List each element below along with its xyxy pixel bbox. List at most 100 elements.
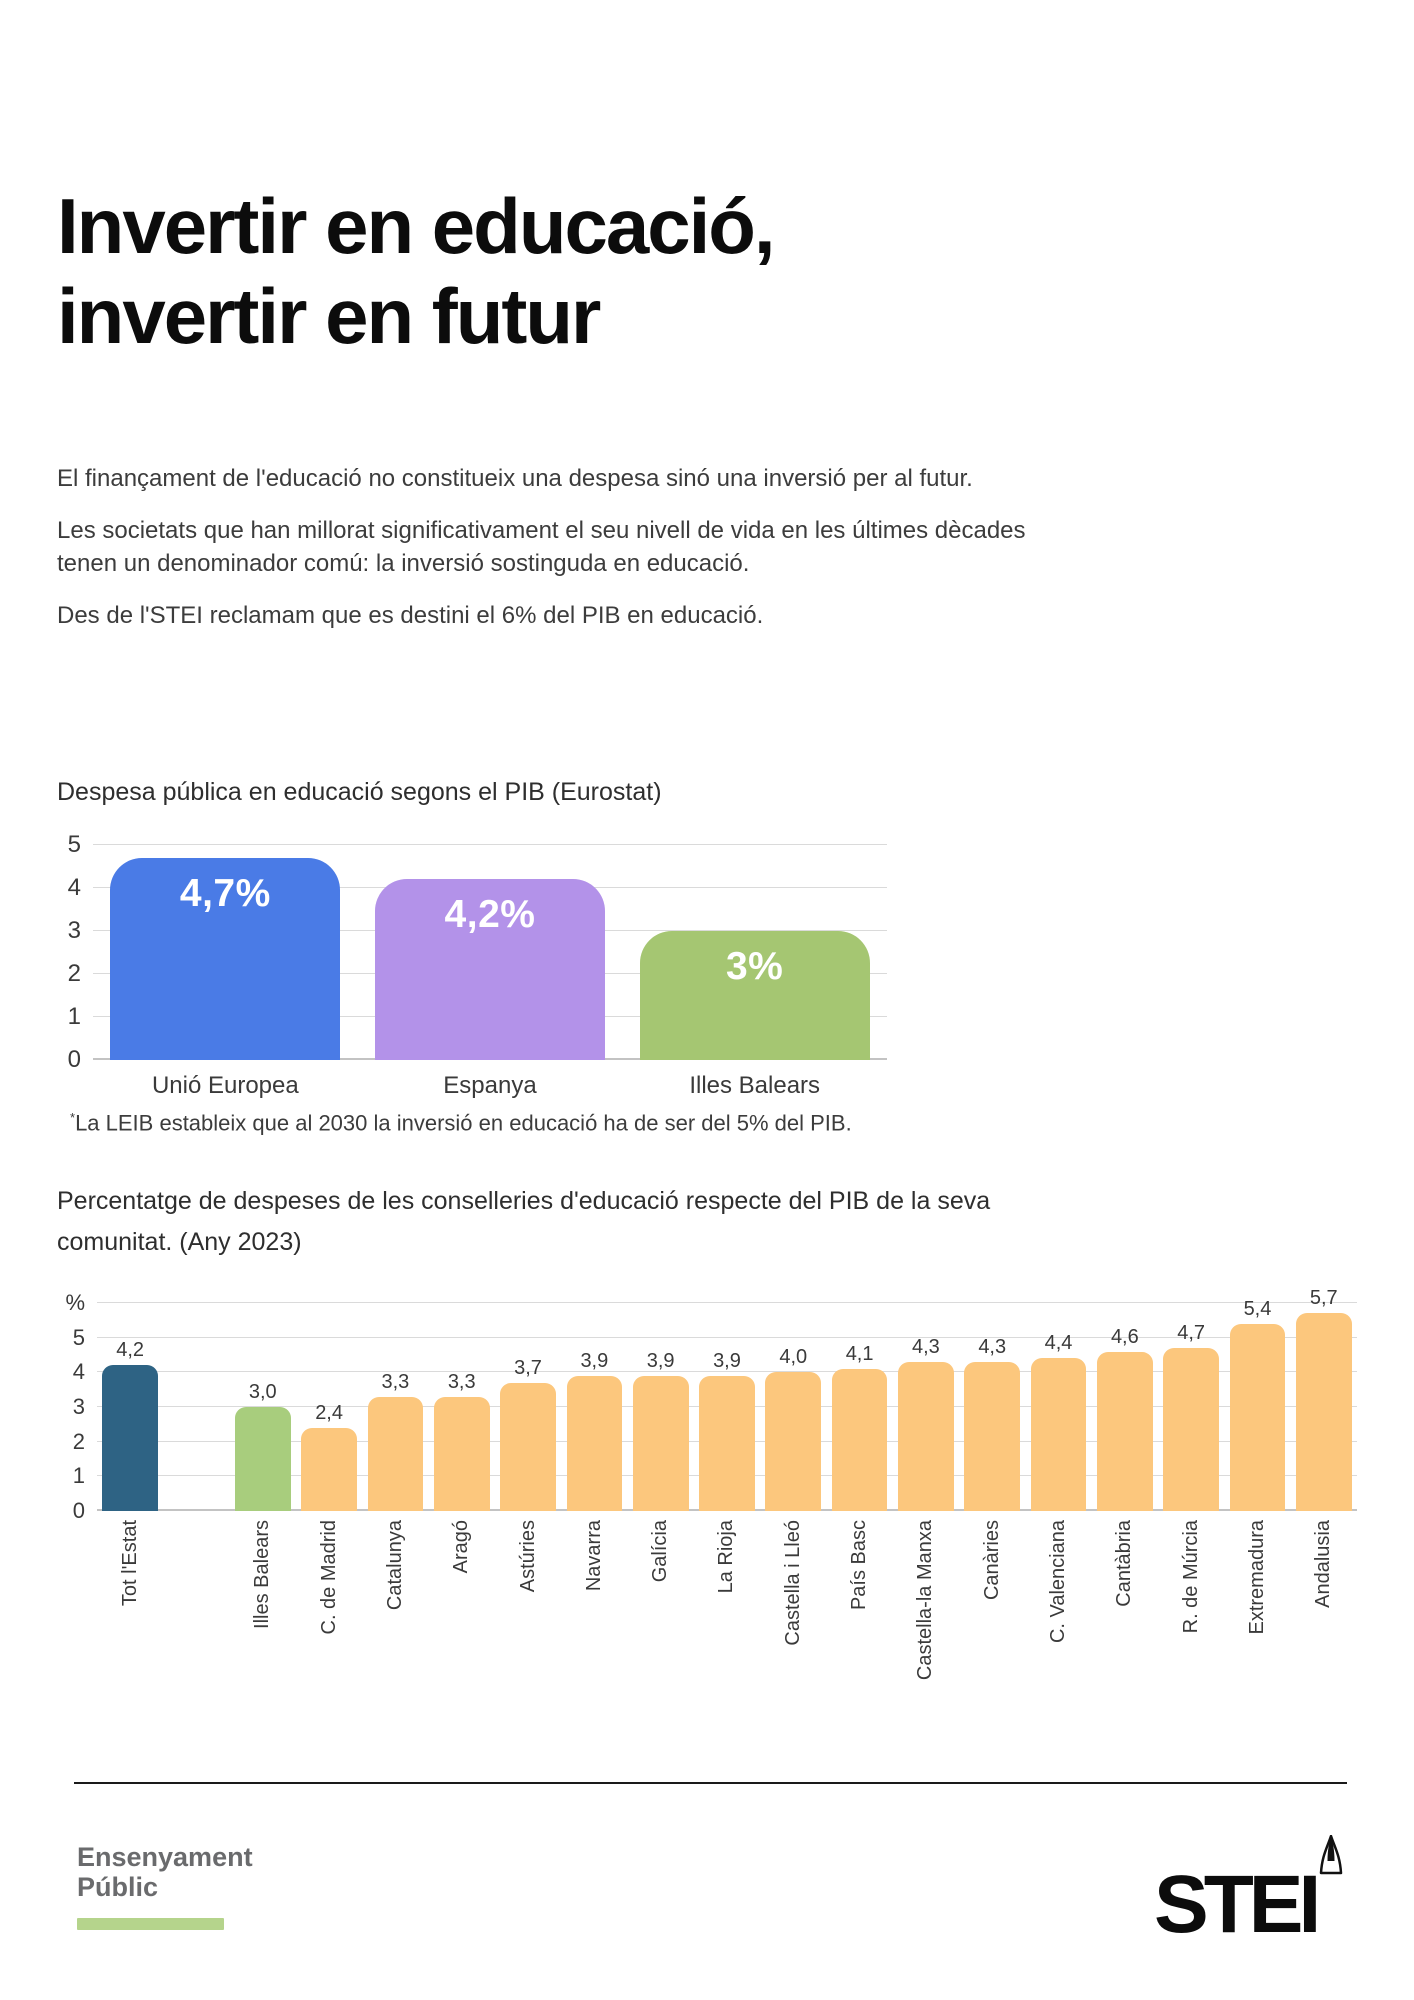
x-axis-label-text: Espanya: [443, 1072, 537, 1099]
y-axis-label: 3: [72, 1394, 85, 1419]
bar: [367, 1396, 424, 1511]
x-axis-label: Extremadura: [1224, 1520, 1290, 1718]
x-axis-label-text: Catalunya: [383, 1520, 406, 1611]
bar-slot: 4,7: [1158, 1303, 1224, 1511]
bar-slot: 5,7: [1291, 1287, 1357, 1511]
bar: [301, 1427, 357, 1511]
bar-value-label: 3,9: [713, 1349, 741, 1372]
x-axis-label: Astúries: [495, 1520, 561, 1718]
bar-slot: 3%: [622, 845, 887, 1060]
bar: [433, 1396, 490, 1511]
x-axis-label-text: Extremadura: [1245, 1520, 1268, 1635]
footer-org-name: Ensenyament Públic: [77, 1842, 253, 1902]
bar-value-label: 3,3: [381, 1370, 410, 1393]
footer-org-line-1: Ensenyament: [77, 1842, 253, 1872]
intro-paragraph-1: El finançament de l'educació no constitu…: [57, 465, 973, 492]
bar-slot: 3,9: [694, 1303, 760, 1511]
bar-value-label: 2,4: [315, 1401, 343, 1424]
chart1-x-axis-labels: Unió Europea Espanya Illes Balears: [93, 1072, 887, 1100]
bar-value-label: 4,3: [978, 1335, 1007, 1358]
title-line-1: Invertir en educació,: [57, 182, 776, 270]
title-line-2: invertir en futur: [57, 272, 601, 360]
x-axis-label-text: Illes Balears: [251, 1520, 274, 1629]
x-axis-label-text: País Basc: [848, 1520, 871, 1611]
x-label-spacer: [163, 1520, 229, 1718]
y-axis-label: 5: [67, 831, 81, 858]
x-axis-label: La Rioja: [694, 1520, 760, 1718]
x-axis-label-text: Unió Europea: [151, 1072, 299, 1099]
bar-slot: 4,6: [1092, 1303, 1158, 1511]
y-axis-label: 0: [72, 1498, 85, 1523]
x-axis-label: Tot l'Estat: [97, 1520, 163, 1718]
x-axis-label-text: La Rioja: [715, 1520, 738, 1594]
intro-paragraph-2: Les societats que han millorat significa…: [57, 514, 1367, 580]
bar: [500, 1382, 556, 1511]
chart1-title: Despesa pública en educació segons el PI…: [57, 778, 662, 806]
gridline: [97, 1371, 1357, 1373]
footer-green-bar: [77, 1918, 224, 1930]
bar: [831, 1368, 888, 1511]
bar: [1229, 1323, 1286, 1511]
stei-logo: STEI: [1154, 1834, 1352, 1950]
x-axis-label-text: Castella-la Manxa: [914, 1520, 937, 1681]
bars-row: 4,2 3,0 2,4 3,3 3,3 3,7 3,9 3,9 3,9 4,0 4,1 4,3 4,3 4…: [97, 1287, 1357, 1511]
x-axis-label: C. de Madrid: [296, 1520, 362, 1718]
bar: [234, 1407, 291, 1511]
gridline: [97, 1302, 1357, 1303]
bar-slot: 4,1: [826, 1303, 892, 1511]
x-axis-label-text: Navarra: [582, 1520, 605, 1592]
chart2-x-axis-labels: Tot l'Estat Illes Balears C. de Madrid Cata…: [97, 1520, 1357, 1718]
stei-logo-graphic: STEI: [1154, 1834, 1343, 1950]
chart2-title-line-2: comunitat. (Any 2023): [57, 1228, 302, 1256]
x-axis-label: Unió Europea: [93, 1072, 358, 1100]
bar-slot: 4,2%: [358, 845, 623, 1060]
bars-row: 4,7% 4,2% 3%: [93, 845, 887, 1060]
intro-text: El finançament de l'educació no constitu…: [57, 462, 1367, 651]
y-axis-label: 0: [67, 1046, 81, 1073]
x-axis-label: Illes Balears: [230, 1520, 296, 1718]
bar-value-label: 3,9: [580, 1349, 609, 1372]
bar: [898, 1361, 954, 1511]
x-axis-label: País Basc: [826, 1520, 892, 1718]
bar-value-label: 4,0: [779, 1346, 808, 1369]
bar-slot: 4,3: [959, 1303, 1025, 1511]
x-axis-label-text: Canàries: [980, 1520, 1003, 1601]
bar: [632, 1375, 689, 1511]
x-axis-label: Galícia: [628, 1520, 694, 1718]
chart1-footnote: *La LEIB estableix que al 2030 la invers…: [70, 1110, 852, 1136]
bar: [964, 1361, 1021, 1511]
x-axis-label: Catalunya: [362, 1520, 428, 1718]
bar-value-label: 3,3: [447, 1370, 476, 1393]
bar: [699, 1375, 755, 1511]
y-axis-label: %: [65, 1290, 85, 1315]
bar-value-label: 4,6: [1110, 1325, 1139, 1348]
bar-spacer: [163, 1303, 229, 1511]
chart1: 0 1 2 3 4 5 4,7% 4,2% 3% Unió Europea Espanya Ille…: [57, 831, 887, 1100]
x-axis-label-text: C. Valenciana: [1047, 1520, 1070, 1644]
footnote-text: La LEIB estableix que al 2030 la inversi…: [75, 1110, 852, 1136]
x-axis-label: R. de Múrcia: [1158, 1520, 1224, 1718]
bar-value-label: 4,7%: [179, 871, 271, 915]
x-axis-label-text: Andalusia: [1312, 1520, 1335, 1608]
bar-value-label: 4,2%: [444, 893, 536, 937]
bar: [102, 1365, 158, 1511]
bar: [1030, 1358, 1087, 1511]
x-axis-label-text: Castella i Lleó: [781, 1520, 804, 1646]
bar-value-label: 3,9: [646, 1349, 675, 1372]
y-axis-label: 1: [72, 1463, 85, 1489]
intro-paragraph-2-line-2: tenen un denominador comú: la inversió s…: [57, 550, 750, 577]
chart2-title: Percentatge de despeses de les conseller…: [57, 1181, 1317, 1263]
bar-slot: 3,9: [561, 1303, 627, 1511]
x-axis-label-text: Aragó: [450, 1520, 473, 1574]
bar: 3%: [639, 931, 870, 1060]
bar-value-label: 4,7: [1177, 1322, 1206, 1345]
bar-slot: 4,2: [97, 1303, 163, 1511]
x-axis-label-text: C. de Madrid: [317, 1520, 340, 1635]
stei-logo-text: STEI: [1156, 1859, 1316, 1935]
bar: [1295, 1313, 1352, 1511]
footer-org-logo: Ensenyament Públic: [77, 1842, 253, 1930]
bar-value-label: 4,1: [845, 1342, 874, 1365]
gridline: [97, 1336, 1357, 1338]
x-axis-label: C. Valenciana: [1025, 1520, 1091, 1718]
